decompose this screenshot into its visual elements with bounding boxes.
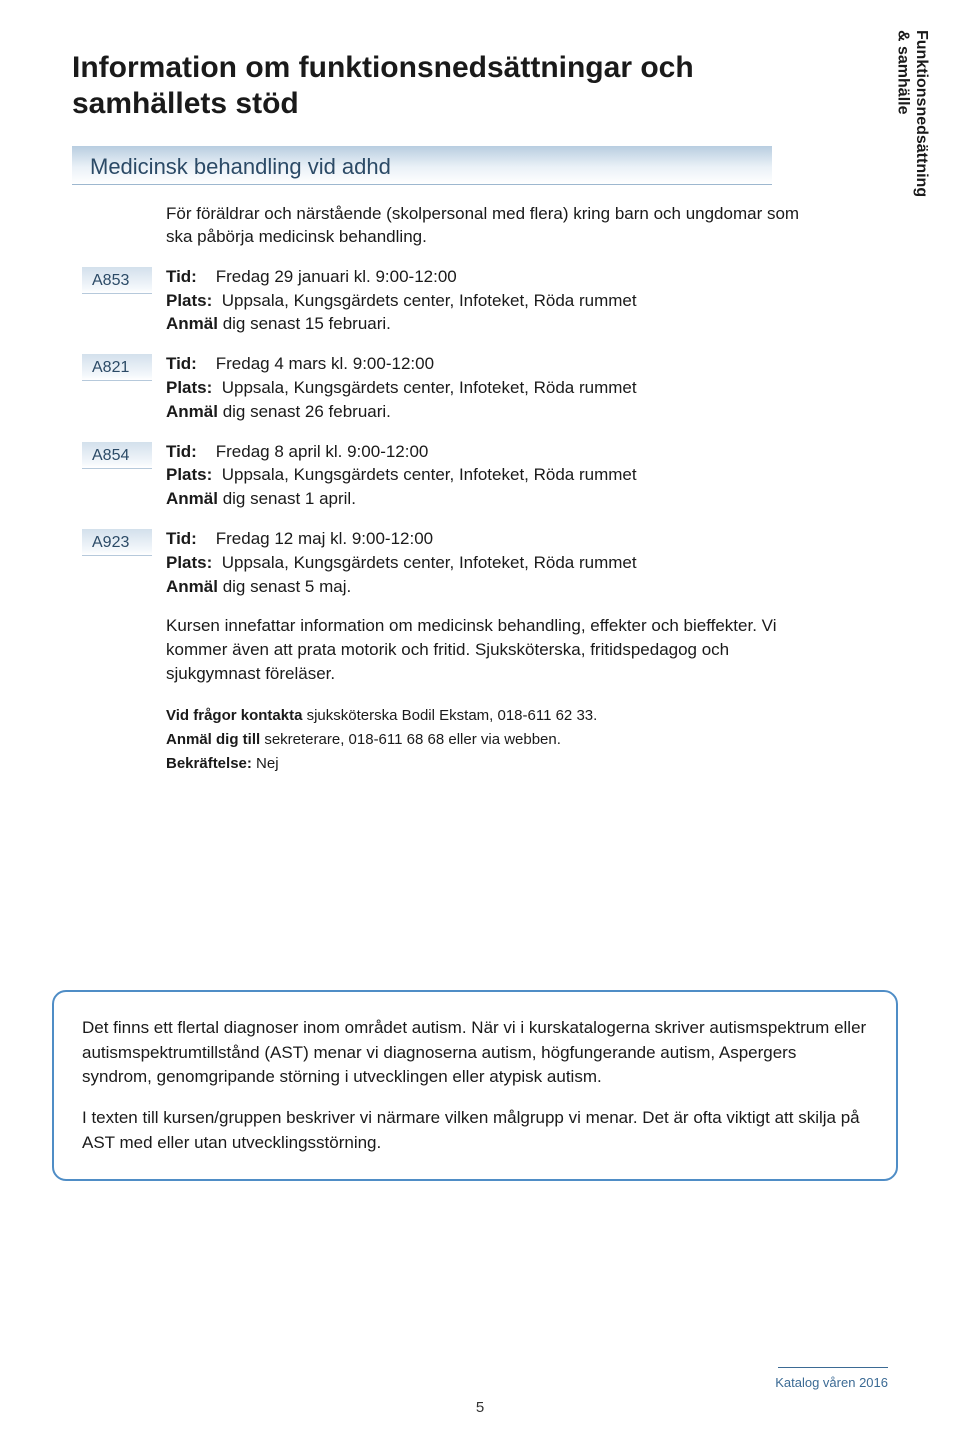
meta-info: Vid frågor kontakta sjuksköterska Bodil …	[166, 704, 826, 776]
plats-value: Uppsala, Kungsgärdets center, Infoteket,…	[222, 291, 637, 310]
tid-value: Fredag 12 maj kl. 9:00-12:00	[216, 529, 433, 548]
anmal-value: dig senast 15 februari.	[218, 314, 391, 333]
page-heading: Information om funktionsnedsättningar oc…	[72, 50, 752, 122]
course-code-badge: A854	[82, 442, 152, 469]
anmal-value: dig senast 26 februari.	[218, 402, 391, 421]
anmal-value: dig senast 1 april.	[218, 489, 356, 508]
tid-label: Tid:	[166, 442, 197, 461]
footer-catalog-label: Katalog våren 2016	[775, 1375, 888, 1390]
confirm-label: Bekräftelse:	[166, 755, 252, 772]
anmal-value: dig senast 5 maj.	[218, 577, 351, 596]
anmal-label: Anmäl	[166, 402, 218, 421]
anmal-label: Anmäl	[166, 577, 218, 596]
tid-label: Tid:	[166, 267, 197, 286]
plats-value: Uppsala, Kungsgärdets center, Infoteket,…	[222, 553, 637, 572]
plats-label: Plats:	[166, 465, 212, 484]
category-side-tab: Funktionsnedsättning& samhälle	[893, 30, 930, 197]
session-block: A821 Tid: Fredag 4 mars kl. 9:00-12:00 P…	[82, 352, 888, 423]
plats-value: Uppsala, Kungsgärdets center, Infoteket,…	[222, 378, 637, 397]
session-details: Tid: Fredag 4 mars kl. 9:00-12:00 Plats:…	[166, 352, 637, 423]
plats-label: Plats:	[166, 378, 212, 397]
tid-label: Tid:	[166, 529, 197, 548]
footer-divider	[778, 1367, 888, 1368]
info-callout-box: Det finns ett flertal diagnoser inom omr…	[52, 990, 898, 1181]
session-block: A853 Tid: Fredag 29 januari kl. 9:00-12:…	[82, 265, 888, 336]
register-text: sekreterare, 018-611 68 68 eller via web…	[260, 731, 561, 748]
tid-value: Fredag 8 april kl. 9:00-12:00	[216, 442, 429, 461]
confirm-text: Nej	[252, 755, 279, 772]
course-code-badge: A923	[82, 529, 152, 556]
plats-label: Plats:	[166, 553, 212, 572]
tid-value: Fredag 4 mars kl. 9:00-12:00	[216, 354, 434, 373]
course-code-badge: A821	[82, 354, 152, 381]
session-details: Tid: Fredag 12 maj kl. 9:00-12:00 Plats:…	[166, 527, 637, 598]
content-body: För föräldrar och närstående (skolperson…	[72, 203, 888, 776]
course-code-badge: A853	[82, 267, 152, 294]
contact-label: Vid frågor kontakta	[166, 707, 302, 724]
anmal-label: Anmäl	[166, 314, 218, 333]
info-paragraph-1: Det finns ett flertal diagnoser inom omr…	[82, 1016, 868, 1090]
info-paragraph-2: I texten till kursen/gruppen beskriver v…	[82, 1106, 868, 1155]
contact-text: sjuksköterska Bodil Ekstam, 018-611 62 3…	[302, 707, 597, 724]
session-details: Tid: Fredag 29 januari kl. 9:00-12:00 Pl…	[166, 265, 637, 336]
session-block: A854 Tid: Fredag 8 april kl. 9:00-12:00 …	[82, 440, 888, 511]
tid-value: Fredag 29 januari kl. 9:00-12:00	[216, 267, 457, 286]
intro-paragraph: För föräldrar och närstående (skolperson…	[166, 203, 826, 249]
plats-value: Uppsala, Kungsgärdets center, Infoteket,…	[222, 465, 637, 484]
anmal-label: Anmäl	[166, 489, 218, 508]
session-details: Tid: Fredag 8 april kl. 9:00-12:00 Plats…	[166, 440, 637, 511]
session-block: A923 Tid: Fredag 12 maj kl. 9:00-12:00 P…	[82, 527, 888, 598]
course-description: Kursen innefattar information om medicin…	[166, 614, 826, 685]
register-label: Anmäl dig till	[166, 731, 260, 748]
page-root: Funktionsnedsättning& samhälle Informati…	[0, 0, 960, 1438]
page-number: 5	[0, 1399, 960, 1416]
plats-label: Plats:	[166, 291, 212, 310]
tid-label: Tid:	[166, 354, 197, 373]
section-title-tab: Medicinsk behandling vid adhd	[72, 146, 772, 185]
